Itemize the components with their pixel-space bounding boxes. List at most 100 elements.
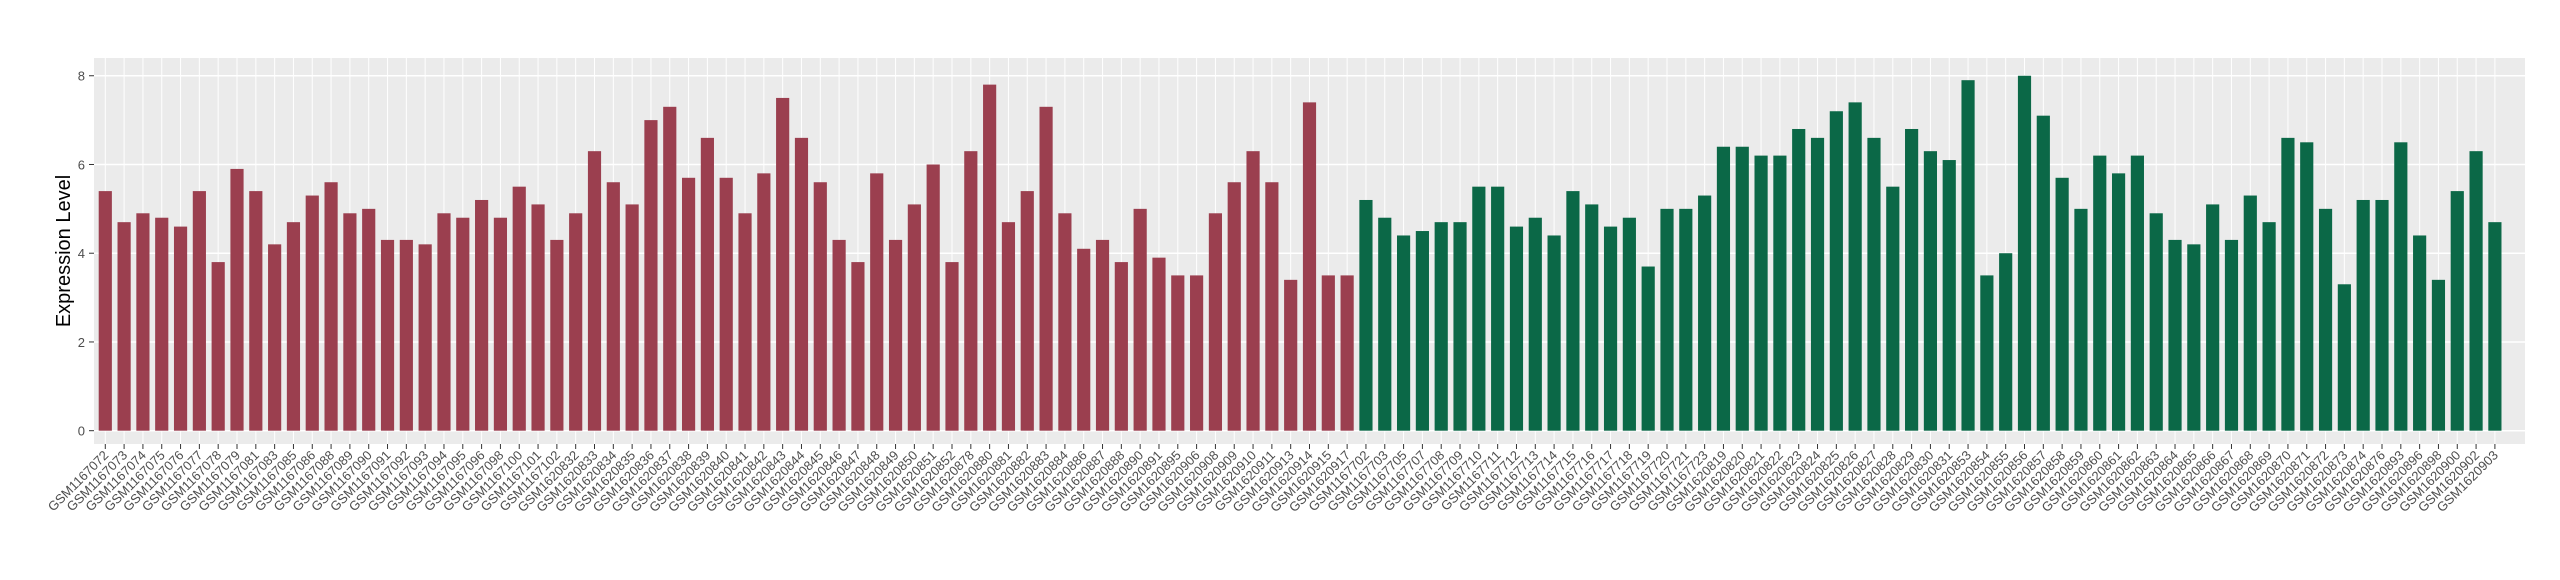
bar [2149,213,2163,431]
y-tick-label: 8 [78,69,85,84]
bar [117,222,131,431]
bar [1453,222,1467,431]
bar [719,177,733,431]
bar [832,239,846,431]
bar [2111,173,2126,431]
bar [1284,279,1298,431]
bar [1773,155,1787,431]
bar [399,239,413,431]
bar [380,239,395,431]
bar [1396,235,1411,431]
bar [945,262,959,431]
bar [324,182,338,431]
bar [681,177,696,431]
bar [1848,102,1862,431]
bar [644,120,658,431]
bar [2300,142,2314,431]
bar [343,213,357,431]
bar [1528,217,1542,431]
bar [136,213,150,431]
bar [1378,217,1392,431]
bar [1905,128,1919,431]
bar [268,244,282,431]
bar [1020,191,1034,431]
bar [1434,222,1448,431]
bar [98,191,112,431]
bar [1039,106,1053,431]
bar [1999,253,2013,431]
bar [1716,146,1731,431]
bar [1472,186,1486,431]
bar [2413,235,2427,431]
bar [192,191,206,431]
bar [2318,208,2333,431]
bar [211,262,225,431]
bar [2488,222,2502,431]
bar [1810,137,1825,431]
bar [2431,279,2446,431]
bar [907,204,921,431]
y-tick-label: 4 [78,246,85,261]
bar [1679,208,1693,431]
bar [2093,155,2107,431]
bar [776,97,790,431]
y-tick-label: 6 [78,157,85,172]
bar [512,186,526,431]
bar [738,213,752,431]
bar [1058,213,1072,431]
bar [851,262,865,431]
bar [2281,137,2295,431]
bar [983,84,997,431]
bar [1792,128,1806,431]
bar [2375,199,2389,431]
bar [1133,208,1147,431]
bar [1735,146,1749,431]
bar [1961,80,1975,431]
bar [757,173,771,431]
bar [1886,186,1900,431]
bar [2130,155,2144,431]
bar [2187,244,2201,431]
bar [1547,235,1561,431]
bar [550,239,564,431]
bar [1754,155,1768,431]
bar [2074,208,2088,431]
bar [418,244,432,431]
bar [2036,115,2050,431]
bar [1660,208,1674,431]
bar [2469,151,2483,431]
bar [1980,275,1994,431]
bar [926,164,940,431]
bar [1491,186,1505,431]
bar [2224,239,2239,431]
bar [286,222,301,431]
bar [2206,204,2220,431]
bar [625,204,639,431]
y-tick-label: 0 [78,424,85,439]
bar [305,195,319,431]
bar [1585,204,1599,431]
bar [2017,75,2032,431]
bar [1208,213,1223,431]
bar [1265,182,1279,431]
bar [2055,177,2069,431]
bar [2394,142,2408,431]
bar [2243,195,2257,431]
bar [531,204,545,431]
bar [173,226,188,431]
bar [1190,275,1204,431]
bar [569,213,583,431]
bar [1340,275,1354,431]
bar [1246,151,1260,431]
bar [888,239,903,431]
bar [1227,182,1241,431]
bar [2262,222,2276,431]
bar [249,191,263,431]
bar [2356,199,2370,431]
bar [1095,239,1110,431]
bar [1566,191,1580,431]
bar [1077,248,1091,431]
bar [1942,160,1956,431]
bar [1321,275,1335,431]
